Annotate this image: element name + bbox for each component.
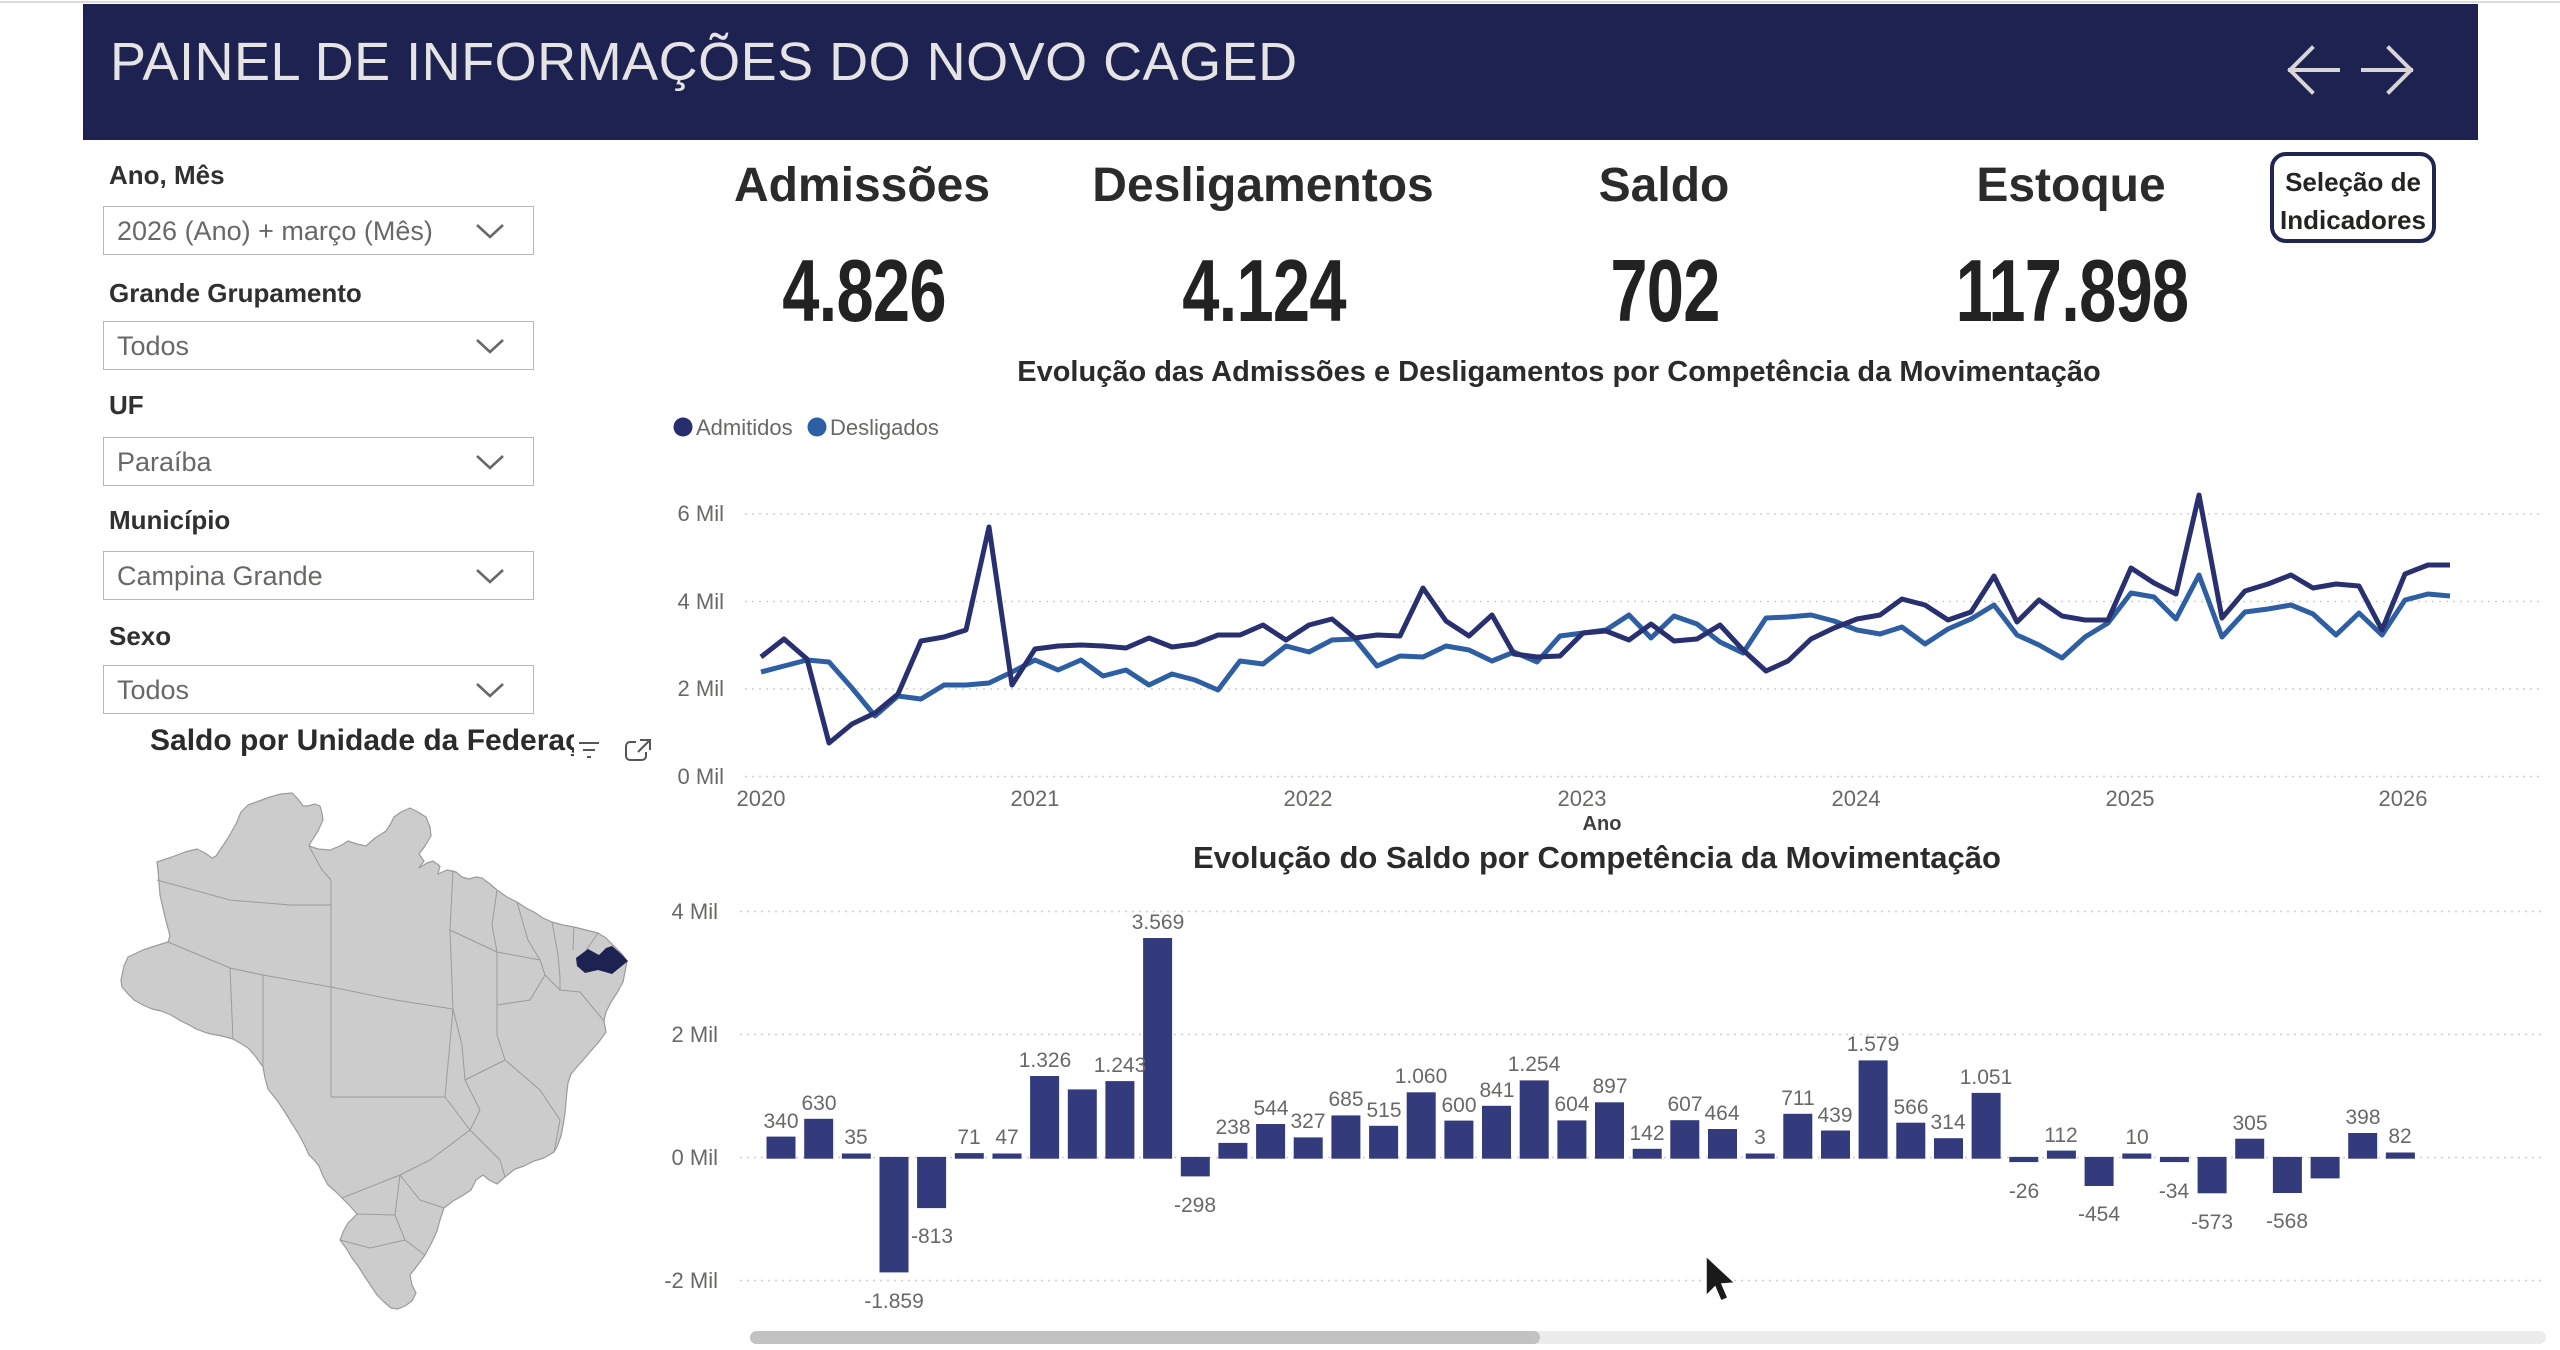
svg-text:604: 604 [1554, 1093, 1589, 1116]
svg-text:-1.859: -1.859 [864, 1290, 924, 1313]
svg-text:-813: -813 [911, 1225, 953, 1248]
svg-text:897: 897 [1592, 1075, 1627, 1098]
svg-text:630: 630 [801, 1092, 836, 1115]
svg-text:0 Mil: 0 Mil [678, 764, 724, 789]
svg-text:544: 544 [1253, 1097, 1288, 1120]
svg-text:Ano: Ano [1583, 813, 1622, 835]
svg-text:-2 Mil: -2 Mil [664, 1268, 718, 1293]
svg-text:-568: -568 [2266, 1210, 2308, 1233]
svg-text:464: 464 [1704, 1102, 1739, 1125]
svg-text:600: 600 [1441, 1094, 1476, 1117]
svg-text:238: 238 [1215, 1116, 1250, 1139]
svg-text:3: 3 [1754, 1126, 1766, 1149]
svg-text:4 Mil: 4 Mil [672, 899, 718, 924]
svg-text:340: 340 [763, 1110, 798, 1133]
svg-text:2 Mil: 2 Mil [672, 1022, 718, 1047]
svg-text:-454: -454 [2078, 1203, 2120, 1226]
svg-text:Desligados: Desligados [830, 415, 939, 440]
svg-text:10: 10 [2125, 1126, 2148, 1149]
svg-text:1.579: 1.579 [1847, 1033, 1900, 1056]
svg-text:35: 35 [844, 1126, 867, 1149]
svg-text:-573: -573 [2191, 1211, 2233, 1234]
svg-text:607: 607 [1667, 1093, 1702, 1116]
svg-text:47: 47 [995, 1126, 1018, 1149]
svg-text:82: 82 [2388, 1125, 2411, 1148]
svg-text:-26: -26 [2009, 1180, 2039, 1203]
svg-text:2023: 2023 [1558, 786, 1607, 811]
svg-text:0 Mil: 0 Mil [672, 1145, 718, 1170]
svg-text:3.569: 3.569 [1132, 911, 1185, 934]
svg-text:6 Mil: 6 Mil [678, 501, 724, 526]
svg-text:1.326: 1.326 [1019, 1049, 1072, 1072]
svg-text:2020: 2020 [737, 786, 786, 811]
svg-text:2026: 2026 [2379, 786, 2428, 811]
svg-text:515: 515 [1366, 1099, 1401, 1122]
svg-text:2021: 2021 [1011, 786, 1060, 811]
svg-text:841: 841 [1479, 1079, 1514, 1102]
svg-text:2022: 2022 [1284, 786, 1333, 811]
svg-text:1.051: 1.051 [1960, 1066, 2013, 1089]
svg-text:-34: -34 [2159, 1180, 2190, 1203]
svg-text:112: 112 [2044, 1124, 2077, 1147]
svg-text:4 Mil: 4 Mil [678, 589, 724, 614]
svg-text:566: 566 [1893, 1096, 1928, 1119]
svg-text:1.060: 1.060 [1395, 1065, 1448, 1088]
svg-text:1.243: 1.243 [1094, 1054, 1147, 1077]
svg-text:2 Mil: 2 Mil [678, 676, 724, 701]
svg-text:142: 142 [1629, 1122, 1664, 1145]
svg-text:439: 439 [1817, 1104, 1852, 1127]
svg-text:327: 327 [1290, 1110, 1325, 1133]
svg-text:305: 305 [2232, 1112, 2267, 1135]
svg-text:2024: 2024 [1832, 786, 1881, 811]
svg-text:Admitidos: Admitidos [696, 415, 793, 440]
svg-text:1.254: 1.254 [1508, 1053, 1561, 1076]
svg-text:685: 685 [1328, 1088, 1363, 1111]
svg-text:71: 71 [957, 1126, 980, 1149]
svg-text:2025: 2025 [2106, 786, 2155, 811]
svg-text:398: 398 [2345, 1106, 2380, 1129]
svg-text:-298: -298 [1174, 1194, 1216, 1217]
svg-text:711: 711 [1781, 1087, 1814, 1110]
svg-text:314: 314 [1930, 1111, 1965, 1134]
